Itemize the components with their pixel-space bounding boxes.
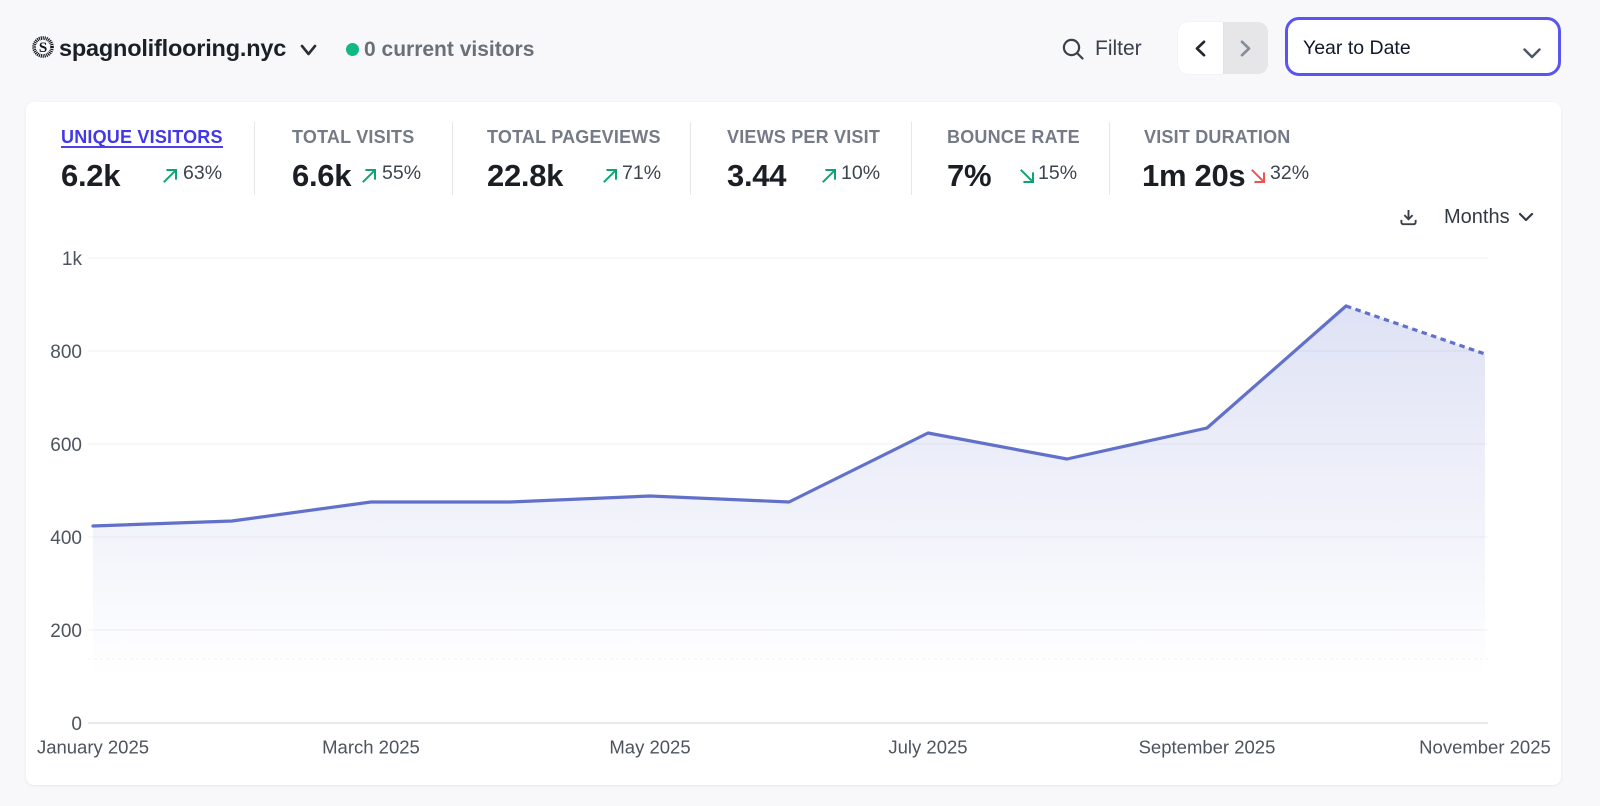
svg-text:March 2025: March 2025 xyxy=(322,737,420,758)
svg-text:November 2025: November 2025 xyxy=(1419,737,1551,758)
svg-text:January 2025: January 2025 xyxy=(37,737,149,758)
svg-text:800: 800 xyxy=(50,342,82,363)
svg-text:1k: 1k xyxy=(62,249,83,270)
svg-text:July 2025: July 2025 xyxy=(888,737,967,758)
svg-text:September 2025: September 2025 xyxy=(1139,737,1276,758)
svg-text:400: 400 xyxy=(50,528,82,549)
svg-text:May 2025: May 2025 xyxy=(609,737,690,758)
svg-text:200: 200 xyxy=(50,621,82,642)
svg-text:S: S xyxy=(39,40,47,56)
svg-text:0: 0 xyxy=(71,714,82,735)
svg-text:600: 600 xyxy=(50,435,82,456)
